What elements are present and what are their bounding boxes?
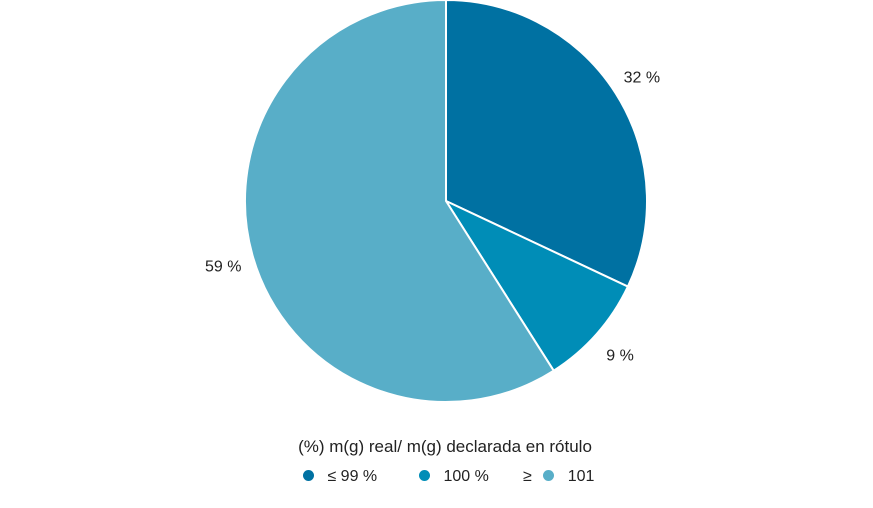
slice-value-label-1: 9 % xyxy=(606,347,634,364)
legend: ≤ 99 % 100 % ≥ 101 xyxy=(0,467,873,489)
pie-slice-2 xyxy=(244,0,556,403)
pie-slice-1 xyxy=(443,198,630,373)
legend-title: (%) m(g) real/ m(g) declarada en rótulo xyxy=(298,437,592,456)
slice-labels: 32 % 9 % 59 % xyxy=(205,70,660,365)
legend-item-2: ≥ 101 xyxy=(523,467,594,487)
legend-item-0: ≤ 99 % xyxy=(303,467,377,487)
legend-item-1: 100 % xyxy=(419,467,489,487)
legend-marker-0 xyxy=(303,470,314,482)
legend-marker-1 xyxy=(419,470,430,482)
legend-marker-2 xyxy=(543,470,555,482)
slice-value-label-2: 59 % xyxy=(205,259,241,276)
pie-slice-0 xyxy=(445,0,648,288)
legend-label-2: 101 xyxy=(567,468,595,485)
legend-label-1: 100 % xyxy=(443,468,489,485)
pie-slices xyxy=(244,0,648,403)
legend-label-0: ≤ 99 % xyxy=(327,468,378,485)
legend-prefix-2: ≥ xyxy=(523,468,532,485)
slice-value-label-0: 32 % xyxy=(624,70,660,87)
